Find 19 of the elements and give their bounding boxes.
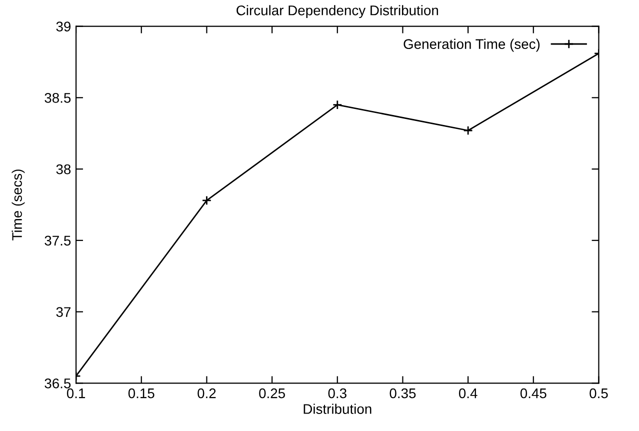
y-axis-title: Time (secs) [12,170,25,240]
x-axis-title: Distribution [304,404,372,414]
x-tick-label: 0.1 [66,388,86,398]
x-tick-label: 0.15 [128,388,154,398]
y-tick-label: 39 [56,22,71,32]
x-tick-label: 0.5 [590,388,608,398]
y-tick-label: 37 [56,307,70,317]
chart-title: Circular Dependency Distribution [236,5,438,18]
y-tick-label: 37.5 [44,236,71,246]
x-tick-label: 0.25 [259,388,285,398]
legend-label: Generation Time (sec) [404,38,540,52]
x-tick-label: 0.2 [198,388,216,398]
x-tick-label: 0.3 [328,388,346,398]
x-tick-label: 0.45 [520,388,546,398]
x-tick-label: 0.35 [390,388,416,398]
y-tick-label: 38.5 [44,93,71,103]
x-tick-label: 0.4 [458,388,478,398]
y-tick-label: 36.5 [44,378,71,388]
y-tick-label: 38 [56,164,71,174]
